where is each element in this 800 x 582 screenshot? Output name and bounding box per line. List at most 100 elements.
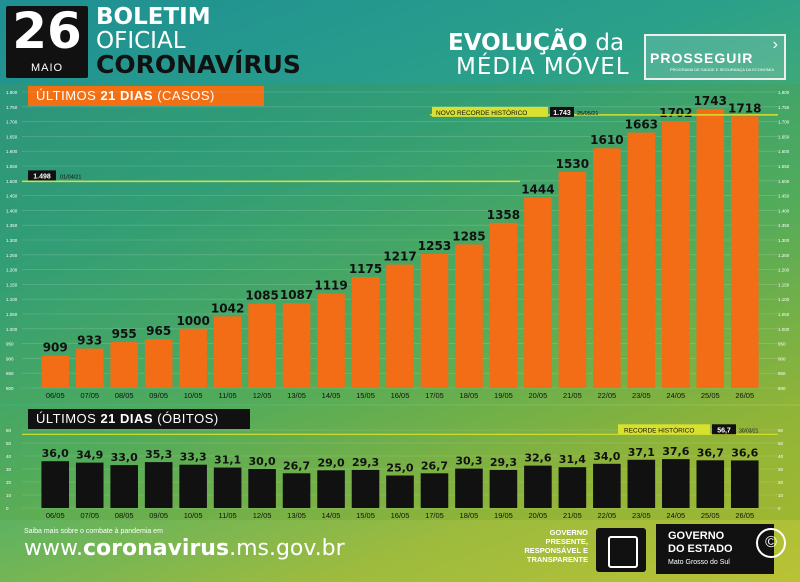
- casos-tick-label-left: 800: [6, 386, 14, 391]
- obitos-tick-label-left: 40: [6, 454, 12, 459]
- casos-category-label: 12/05: [253, 391, 272, 400]
- gov-line-1: GOVERNO: [549, 528, 588, 537]
- casos-value-label: 933: [77, 334, 102, 348]
- evolucao-word: EVOLUÇÃO: [448, 30, 588, 56]
- obitos-record-banner: [618, 424, 710, 435]
- obitos-value-label: 32,6: [524, 452, 551, 465]
- casos-tick-label-left: 1.100: [6, 297, 18, 302]
- state-seal-icon: [596, 528, 646, 572]
- casos-category-label: 19/05: [494, 391, 513, 400]
- date-month: MAIO: [30, 62, 64, 74]
- casos-category-label: 24/05: [666, 391, 685, 400]
- casos-bar: [662, 121, 690, 389]
- casos-bar: [627, 132, 656, 388]
- obitos-bar: [248, 469, 276, 508]
- casos-category-label: 07/05: [80, 391, 99, 400]
- casos-new-record-box: [550, 106, 574, 117]
- obitos-category-label: 22/05: [597, 511, 616, 520]
- casos-new-record-date: 25/05/21: [577, 111, 598, 117]
- obitos-value-label: 30,3: [455, 455, 482, 468]
- obitos-category-label: 11/05: [219, 511, 237, 520]
- obitos-tick-label-right: 0: [778, 506, 781, 511]
- casos-bar: [75, 348, 104, 388]
- casos-value-label: 1042: [211, 301, 244, 315]
- casos-tick-label-right: 1.800: [778, 90, 790, 95]
- casos-category-label: 18/05: [460, 391, 479, 400]
- casos-category-label: 25/05: [701, 391, 720, 400]
- estado-line-2: DO ESTADO: [668, 543, 733, 555]
- casos-chart-title: ÚLTIMOS 21 DIAS (CASOS): [28, 86, 264, 106]
- title-boletim: BOLETIM: [96, 4, 211, 30]
- obitos-tick-label-right: 60: [778, 428, 784, 433]
- casos-tick-label-right: 1.450: [778, 194, 790, 199]
- obitos-value-label: 35,3: [145, 448, 172, 461]
- obitos-bar: [75, 462, 104, 508]
- obitos-bar: [696, 460, 725, 508]
- chevron-right-icon: ›: [772, 36, 778, 53]
- title-oficial: OFICIAL: [96, 28, 186, 54]
- obitos-value-label: 37,1: [628, 446, 655, 459]
- obitos-bar: [627, 459, 656, 508]
- casos-bar: [730, 116, 759, 388]
- casos-tick-label-right: 1.050: [778, 312, 790, 317]
- obitos-bar: [730, 460, 759, 508]
- casos-tick-label-left: 1.750: [6, 105, 18, 110]
- footer-info-text: Saiba mais sobre o combate à pandemia em: [24, 528, 163, 535]
- obitos-bar: [420, 473, 449, 508]
- prosseguir-subtitle: PROGRAMA DE SAÚDE E SEGURANÇA DA ECONOMI…: [670, 67, 775, 72]
- casos-tick-label-left: 950: [6, 342, 14, 347]
- casos-bar: [282, 303, 311, 388]
- obitos-value-label: 26,7: [283, 459, 310, 472]
- obitos-tick-label-left: 20: [6, 480, 12, 485]
- obitos-tick-label-right: 50: [778, 441, 784, 446]
- casos-new-record-value: 1.743: [553, 110, 571, 117]
- obitos-value-label: 26,7: [421, 459, 448, 472]
- casos-previous-record-date: 01/04/21: [60, 174, 81, 180]
- casos-category-label: 08/05: [115, 391, 134, 400]
- casos-tick-label-right: 1.000: [778, 327, 790, 332]
- obitos-bar: [317, 470, 345, 508]
- casos-tick-label-left: 1.650: [6, 134, 18, 139]
- casos-tick-label-right: 1.150: [778, 282, 790, 287]
- obitos-tick-label-right: 30: [778, 467, 784, 472]
- obitos-bar: [110, 465, 138, 508]
- copyright-icon: ©: [756, 528, 786, 558]
- casos-value-label: 1444: [521, 182, 554, 196]
- obitos-category-label: 12/05: [253, 511, 272, 520]
- casos-bar: [558, 171, 587, 388]
- da-word: da: [595, 30, 625, 56]
- obitos-bar: [144, 462, 173, 508]
- obitos-value-label: 30,0: [249, 455, 276, 468]
- obitos-category-label: 18/05: [460, 511, 479, 520]
- footer-url[interactable]: www.coronavirus.ms.gov.br: [24, 536, 345, 561]
- obitos-record-date: 30/03/21: [739, 428, 759, 434]
- casos-value-label: 1087: [280, 288, 313, 302]
- obitos-category-label: 20/05: [529, 511, 548, 520]
- casos-value-label: 1119: [314, 279, 347, 293]
- casos-category-label: 23/05: [632, 391, 651, 400]
- date-day: 26: [12, 2, 82, 60]
- casos-value-label: 1085: [245, 289, 278, 303]
- casos-tick-label-right: 800: [778, 386, 786, 391]
- obitos-category-label: 17/05: [425, 511, 444, 520]
- casos-previous-record-value: 1.498: [33, 173, 51, 180]
- obitos-value-label: 33,0: [111, 451, 138, 464]
- casos-category-label: 17/05: [425, 391, 444, 400]
- estado-line-1: GOVERNO: [668, 530, 725, 542]
- obitos-value-label: 36,0: [42, 447, 69, 460]
- media-movel-title: MÉDIA MÓVEL: [456, 54, 630, 80]
- casos-tick-label-left: 900: [6, 356, 14, 361]
- casos-new-record-banner: [432, 106, 548, 117]
- casos-tick-label-right: 1.500: [778, 179, 790, 184]
- casos-tick-label-right: 1.750: [778, 105, 790, 110]
- casos-category-label: 13/05: [287, 391, 306, 400]
- casos-bar: [455, 244, 483, 388]
- casos-value-label: 909: [43, 341, 68, 355]
- casos-value-label: 1530: [556, 157, 589, 171]
- obitos-chart-title: ÚLTIMOS 21 DIAS (ÓBITOS): [28, 409, 250, 429]
- casos-value-label: 955: [112, 327, 137, 341]
- casos-value-label: 1743: [694, 94, 727, 108]
- obitos-bar: [558, 467, 587, 508]
- casos-tick-label-left: 850: [6, 371, 14, 376]
